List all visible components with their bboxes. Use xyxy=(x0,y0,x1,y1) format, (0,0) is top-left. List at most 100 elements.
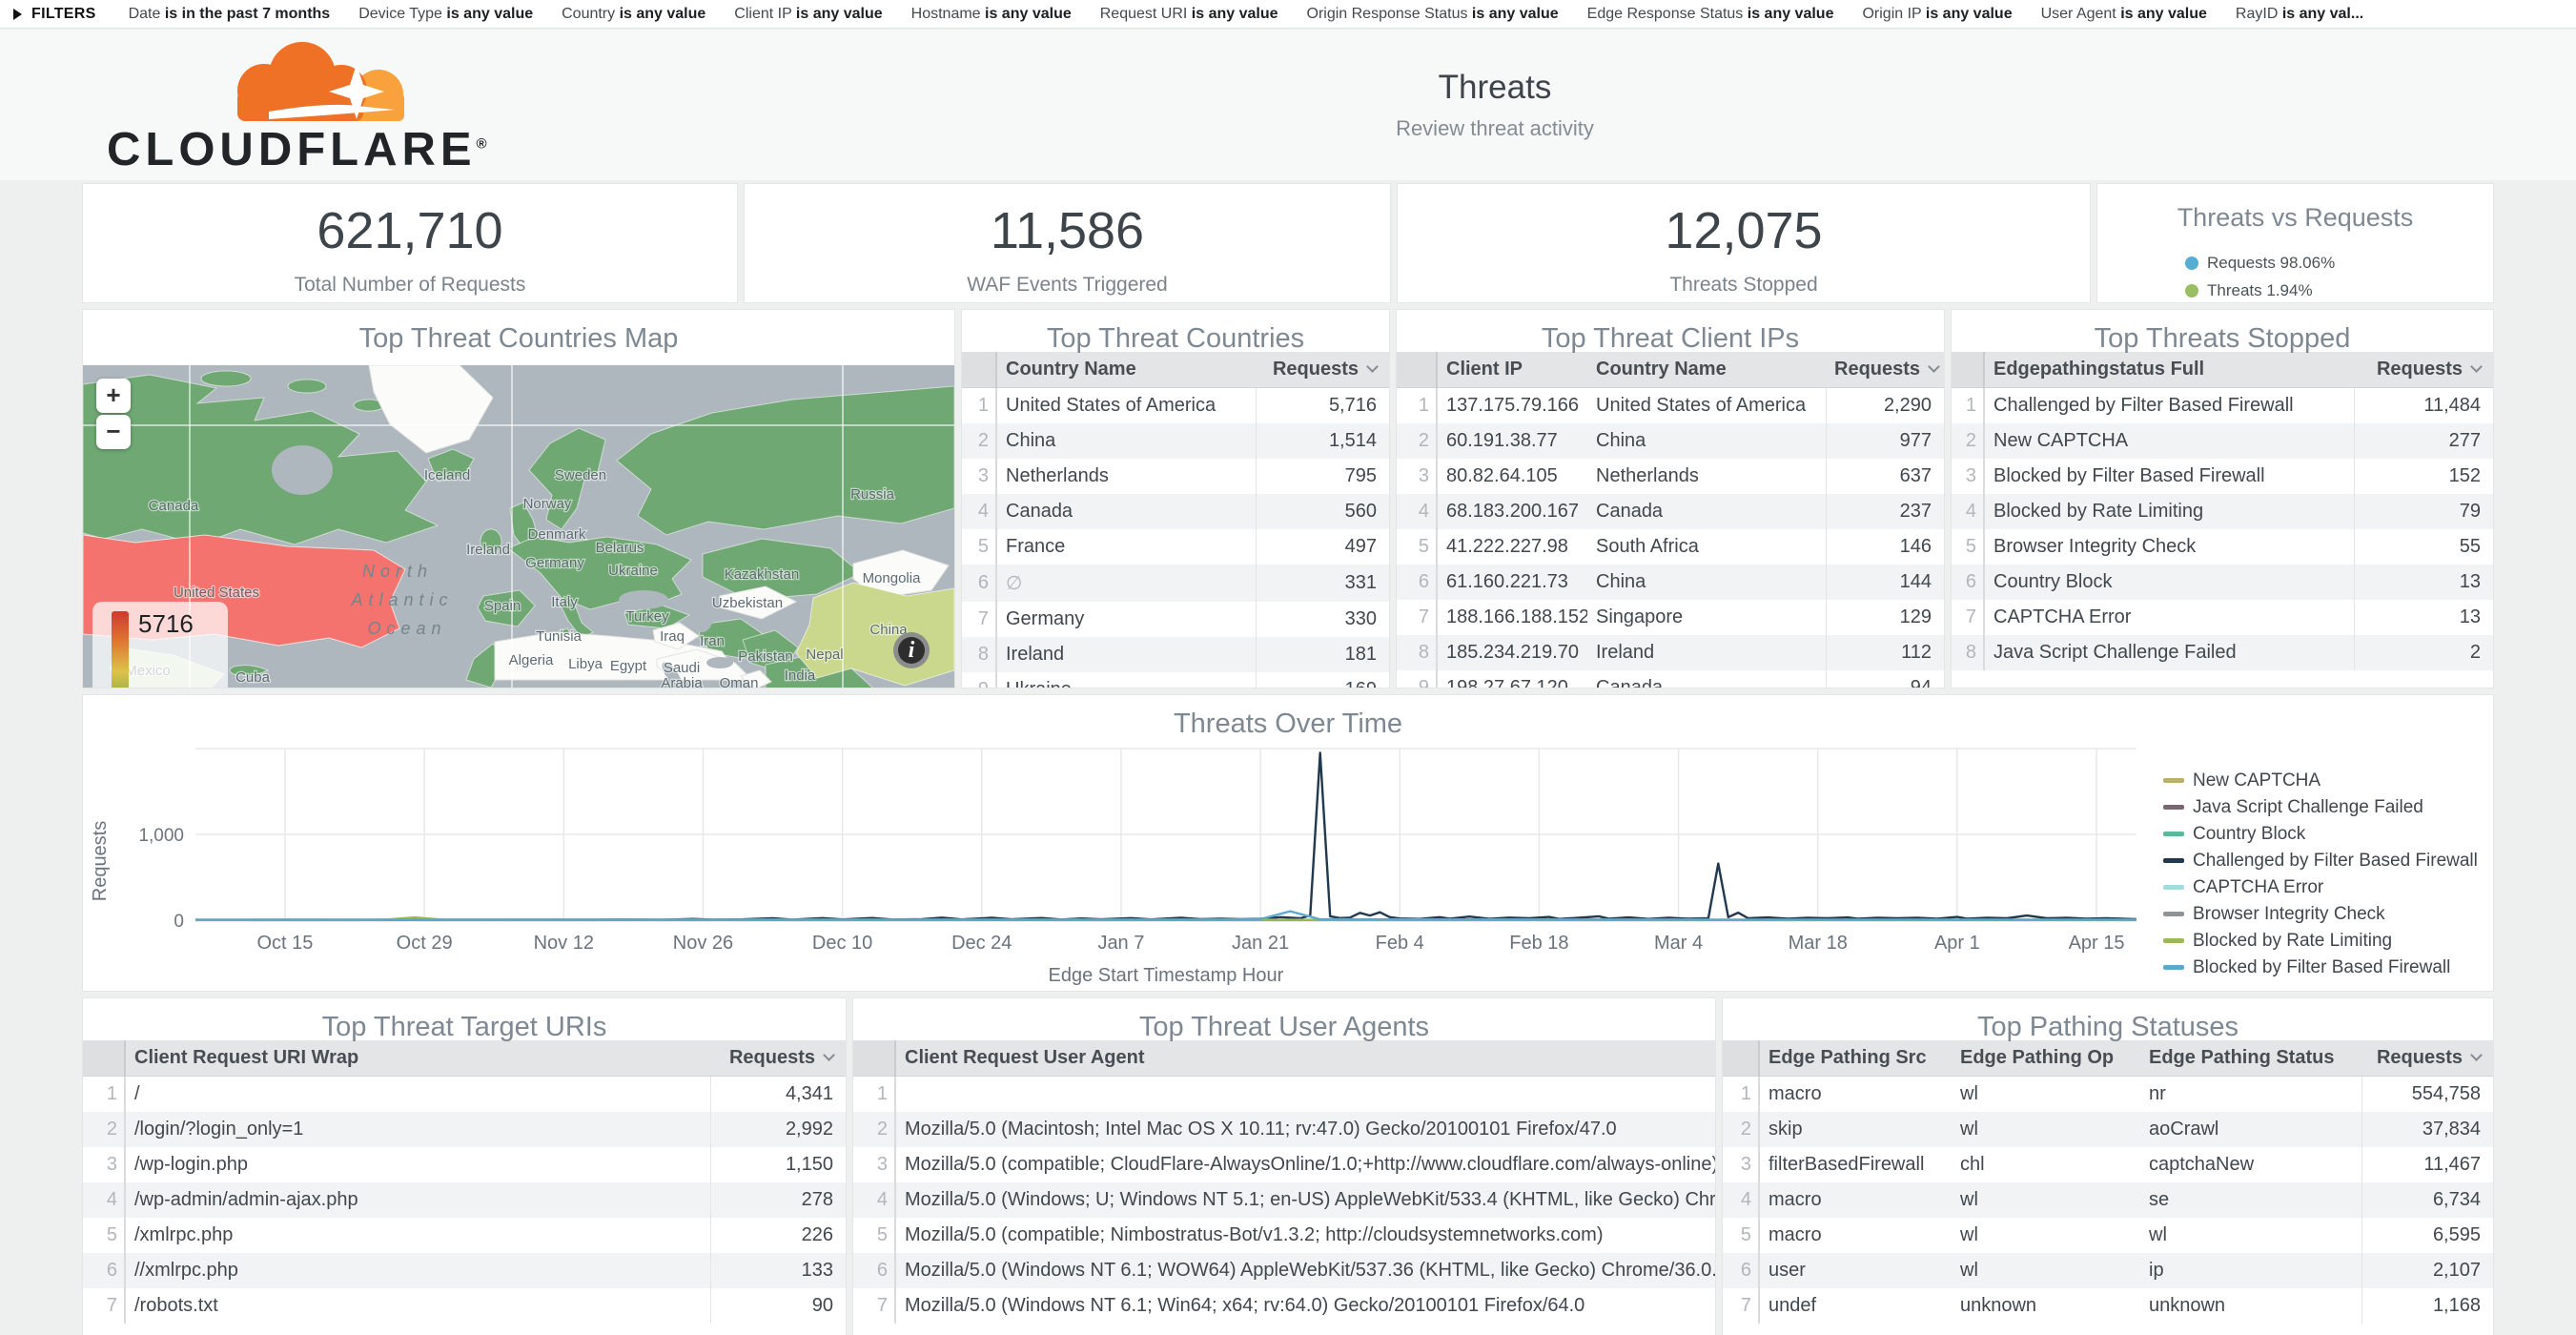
map-info-button[interactable]: i xyxy=(893,632,930,668)
row-rank: 3 xyxy=(853,1147,896,1182)
column-header[interactable]: Client IP xyxy=(1437,352,1587,388)
table-row[interactable]: 5 Browser Integrity Check 55 xyxy=(1952,529,2493,565)
table-row[interactable]: 1 United States of America 5,716 xyxy=(962,387,1389,423)
table-row[interactable]: 9 198.27.67.120 Canada 94 xyxy=(1397,670,1944,688)
table-row[interactable]: 7/robots.txt 90 xyxy=(83,1288,846,1324)
table-row[interactable]: 3 Mozilla/5.0 (compatible; CloudFlare-Alw… xyxy=(853,1147,1715,1182)
filter-item[interactable]: RayID is any val... xyxy=(2235,5,2364,22)
table-row[interactable]: 7 188.166.188.152 Singapore 129 xyxy=(1397,600,1944,635)
table-cell: 977 xyxy=(1825,423,1944,459)
table-row[interactable]: 7 Mozilla/5.0 (Windows NT 6.1; Win64; x64… xyxy=(853,1288,1715,1324)
column-header[interactable]: Client Request URI Wrap xyxy=(125,1040,710,1077)
column-header[interactable]: Edgepathingstatus Full xyxy=(1984,352,2354,388)
table-row[interactable]: 6 61.160.221.73 China 144 xyxy=(1397,565,1944,600)
table-row[interactable]: 3 Blocked by Filter Based Firewall 152 xyxy=(1952,459,2493,494)
table-cell: 133 xyxy=(709,1253,846,1288)
table-row[interactable]: 2 New CAPTCHA 277 xyxy=(1952,423,2493,459)
table-row[interactable]: 6 Mozilla/5.0 (Windows NT 6.1; WOW64) App… xyxy=(853,1253,1715,1288)
filter-item[interactable]: Origin Response Status is any value xyxy=(1306,5,1559,22)
table-row[interactable]: 3 Netherlands 795 xyxy=(962,459,1389,494)
column-header[interactable]: Edge Pathing Op xyxy=(1952,1040,2140,1077)
table-row[interactable]: 8 185.234.219.70 Ireland 112 xyxy=(1397,635,1944,670)
table-row[interactable]: 5/xmlrpc.php 226 xyxy=(83,1218,846,1253)
table-row[interactable]: 4/wp-admin/admin-ajax.php 278 xyxy=(83,1182,846,1218)
legend-item[interactable]: Blocked by Rate Limiting xyxy=(2163,930,2478,952)
filters-expand-icon[interactable] xyxy=(13,8,22,20)
table-row[interactable]: 4 macro wl se 6,734 xyxy=(1723,1182,2493,1218)
table-row[interactable]: 5 macro wl wl 6,595 xyxy=(1723,1218,2493,1253)
table-row[interactable]: 6 Country Block 13 xyxy=(1952,565,2493,600)
legend-item[interactable]: Requests 98.06% xyxy=(2185,254,2335,273)
table-row[interactable]: 4 68.183.200.167 Canada 237 xyxy=(1397,494,1944,529)
table-row[interactable]: 7 Germany 330 xyxy=(962,602,1389,637)
table-row[interactable]: 6//xmlrpc.php 133 xyxy=(83,1253,846,1288)
legend-item[interactable]: CAPTCHA Error xyxy=(2163,876,2478,898)
table-row[interactable]: 3 80.82.64.105 Netherlands 637 xyxy=(1397,459,1944,494)
legend-swatch-icon xyxy=(2163,912,2184,916)
table-cell: 112 xyxy=(1825,635,1944,670)
legend-item[interactable]: Blocked by Filter Based Firewall xyxy=(2163,956,2478,978)
legend-item[interactable]: Challenged by Filter Based Firewall xyxy=(2163,850,2478,872)
column-header[interactable]: Requests xyxy=(1256,352,1389,388)
filter-item[interactable]: Request URI is any value xyxy=(1099,5,1278,22)
legend-label: Blocked by Filter Based Firewall xyxy=(2193,956,2451,977)
filter-item[interactable]: User Agent is any value xyxy=(2040,5,2207,22)
table-row[interactable]: 2 60.191.38.77 China 977 xyxy=(1397,423,1944,459)
threats-over-time-chart[interactable]: 1,000 0 Oct 15 Oct 29 Nov 12 Nov 26 Dec 10 Dec … xyxy=(83,737,2494,992)
table-row[interactable]: 4 Canada 560 xyxy=(962,494,1389,529)
column-header[interactable]: Client Request User Agent xyxy=(895,1040,1715,1077)
filter-item[interactable]: Hostname is any value xyxy=(910,5,1072,22)
column-header[interactable]: Requests xyxy=(2354,352,2493,388)
column-header[interactable]: Requests xyxy=(710,1040,846,1077)
table-row[interactable]: 5 41.222.227.98 South Africa 146 xyxy=(1397,529,1944,565)
filter-item[interactable]: Country is any value xyxy=(562,5,706,22)
table-row[interactable]: 2 skip wl aoCrawl 37,834 xyxy=(1723,1112,2493,1147)
map-zoom-out-button[interactable]: − xyxy=(96,415,131,449)
legend-item[interactable]: Country Block xyxy=(2163,823,2478,845)
filter-item[interactable]: Origin IP is any value xyxy=(1862,5,2013,22)
legend-item[interactable]: Browser Integrity Check xyxy=(2163,903,2478,925)
filters-toggle[interactable]: FILTERS xyxy=(31,5,96,22)
x-axis-tick: Dec 10 xyxy=(812,933,872,954)
table-cell: 169 xyxy=(1255,672,1389,688)
table-row[interactable]: 8 Java Script Challenge Failed 2 xyxy=(1952,635,2493,670)
filter-item[interactable]: Date is in the past 7 months xyxy=(128,5,331,22)
table-row[interactable]: 3/wp-login.php 1,150 xyxy=(83,1147,846,1182)
legend-item[interactable]: Threats 1.94% xyxy=(2185,281,2335,300)
column-header[interactable]: Edge Pathing Src xyxy=(1759,1040,1952,1077)
filter-item[interactable]: Device Type is any value xyxy=(358,5,534,22)
legend-item[interactable]: New CAPTCHA xyxy=(2163,770,2478,791)
table-row[interactable]: 1 macro wl nr 554,758 xyxy=(1723,1076,2493,1112)
map-zoom-in-button[interactable]: + xyxy=(96,379,131,413)
column-header[interactable]: Edge Pathing Status xyxy=(2140,1040,2361,1077)
filter-item[interactable]: Edge Response Status is any value xyxy=(1586,5,1834,22)
table-row[interactable]: 1 / 4,341 xyxy=(83,1076,846,1112)
table-row[interactable]: 4 Mozilla/5.0 (Windows; U; Windows NT 5.1… xyxy=(853,1182,1715,1218)
filter-item[interactable]: Client IP is any value xyxy=(734,5,883,22)
table-row[interactable]: 7 CAPTCHA Error 13 xyxy=(1952,600,2493,635)
table-header-row: Client Request User Agent xyxy=(853,1040,1715,1077)
table-row[interactable]: 1 Challenged by Filter Based Firewall 11,4… xyxy=(1952,387,2493,423)
row-rank: 5 xyxy=(83,1218,126,1253)
legend-item[interactable]: Java Script Challenge Failed xyxy=(2163,796,2478,818)
table-row[interactable]: 2/login/?login_only=1 2,992 xyxy=(83,1112,846,1147)
table-row[interactable]: 8 Ireland 181 xyxy=(962,637,1389,672)
table-row[interactable]: 7 undef unknown unknown 1,168 xyxy=(1723,1288,2493,1324)
table-row[interactable]: 1 137.175.79.166 United States of America 2… xyxy=(1397,387,1944,423)
column-header[interactable]: Requests xyxy=(2361,1040,2493,1077)
table-row[interactable]: 5 France 497 xyxy=(962,529,1389,565)
map-color-legend: 5716 1 xyxy=(92,602,228,688)
column-header[interactable]: Country Name xyxy=(996,352,1256,388)
table-row[interactable]: 6 user wl ip 2,107 xyxy=(1723,1253,2493,1288)
table-row[interactable]: 2 Mozilla/5.0 (Macintosh; Intel Mac OS X … xyxy=(853,1112,1715,1147)
table-row[interactable]: 9Ukraine169 xyxy=(962,672,1389,688)
table-row[interactable]: 3 filterBasedFirewall chl captchaNew 11,467 xyxy=(1723,1147,2493,1182)
table-row[interactable]: 2 China 1,514 xyxy=(962,423,1389,459)
column-header[interactable]: Country Name xyxy=(1587,352,1826,388)
column-header[interactable]: Requests xyxy=(1826,352,1944,388)
table-row[interactable]: 5 Mozilla/5.0 (compatible; Nimbostratus-B… xyxy=(853,1218,1715,1253)
table-row[interactable]: 4 Blocked by Rate Limiting 79 xyxy=(1952,494,2493,529)
table-row[interactable]: 1 xyxy=(853,1076,1715,1112)
table-row[interactable]: 6 ∅ 331 xyxy=(962,565,1389,602)
